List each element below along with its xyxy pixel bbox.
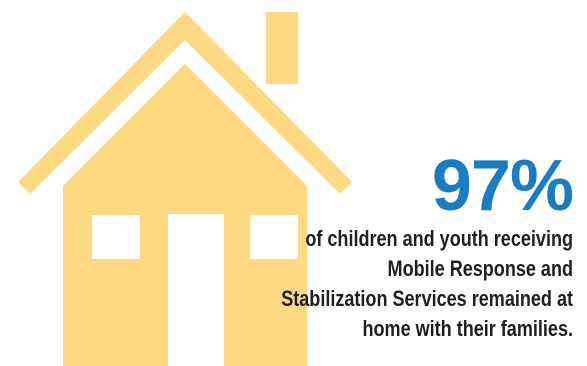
- house-window-right: [250, 215, 298, 259]
- stat-block: 97% of children and youth receiving Mobi…: [93, 146, 574, 344]
- stat-caption-line: Stabilization Services remained at: [281, 286, 573, 311]
- house-chimney: [266, 12, 298, 84]
- stat-caption-line: home with their families.: [362, 316, 573, 341]
- stat-caption-line: Mobile Response and: [387, 256, 573, 281]
- stat-caption: of children and youth receiving Mobile R…: [179, 224, 573, 344]
- stat-percentage: 97%: [431, 146, 574, 226]
- stat-caption-line: of children and youth receiving: [305, 226, 573, 251]
- house-window-left: [92, 215, 140, 259]
- house-door: [168, 214, 224, 366]
